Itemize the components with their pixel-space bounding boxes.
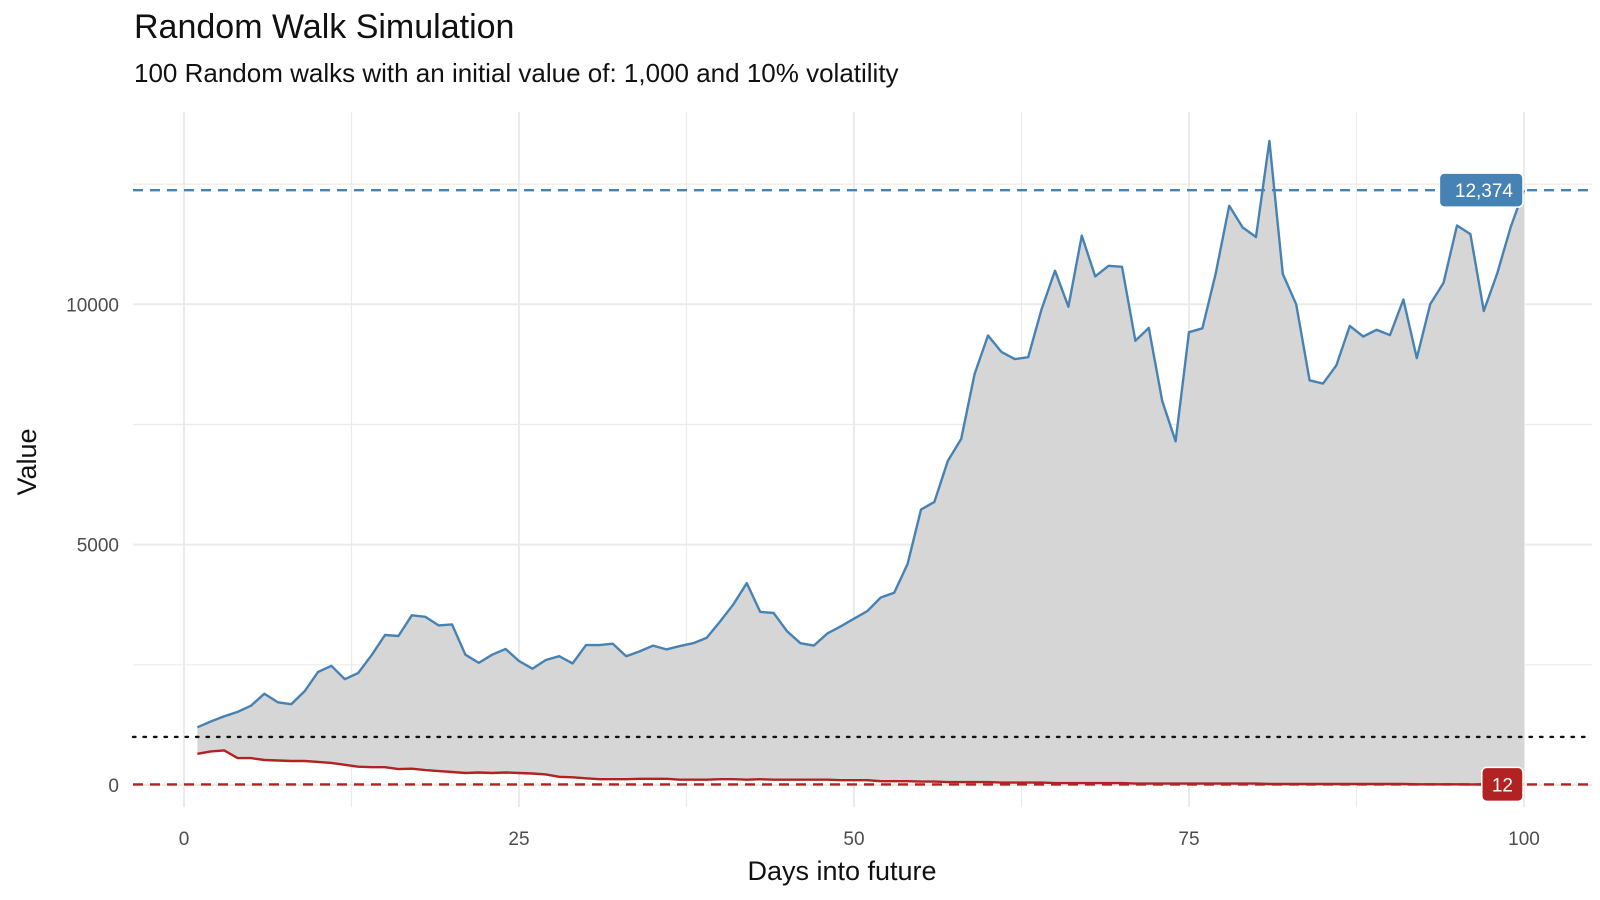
x-tick-label: 75 <box>1178 829 1199 850</box>
chart-title: Random Walk Simulation <box>134 8 515 46</box>
x-tick-label: 50 <box>843 829 864 850</box>
end-labels: 12,374 12 <box>1438 172 1524 803</box>
x-axis-ticks: 0 25 50 75 100 <box>179 829 1540 850</box>
y-axis-ticks: 0 5000 10000 <box>66 295 119 797</box>
y-tick-label: 5000 <box>77 536 119 557</box>
end-label-box <box>1438 172 1524 208</box>
x-tick-label: 0 <box>179 829 190 850</box>
end-label-text: 12,374 <box>1455 181 1514 202</box>
x-tick-label: 25 <box>508 829 529 850</box>
series-line-min <box>197 749 1524 786</box>
range-band-fill <box>197 140 1524 785</box>
y-tick-label: 10000 <box>66 295 119 316</box>
series-line-max <box>196 139 1526 729</box>
x-axis-title: Days into future <box>747 856 936 886</box>
end-label-text: 12 <box>1492 775 1513 796</box>
y-tick-label: 0 <box>108 776 119 797</box>
end-label-box <box>1481 766 1524 803</box>
chart-subtitle: 100 Random walks with an initial value o… <box>134 58 899 88</box>
x-tick-label: 100 <box>1508 829 1540 850</box>
y-axis-title: Value <box>12 428 42 495</box>
